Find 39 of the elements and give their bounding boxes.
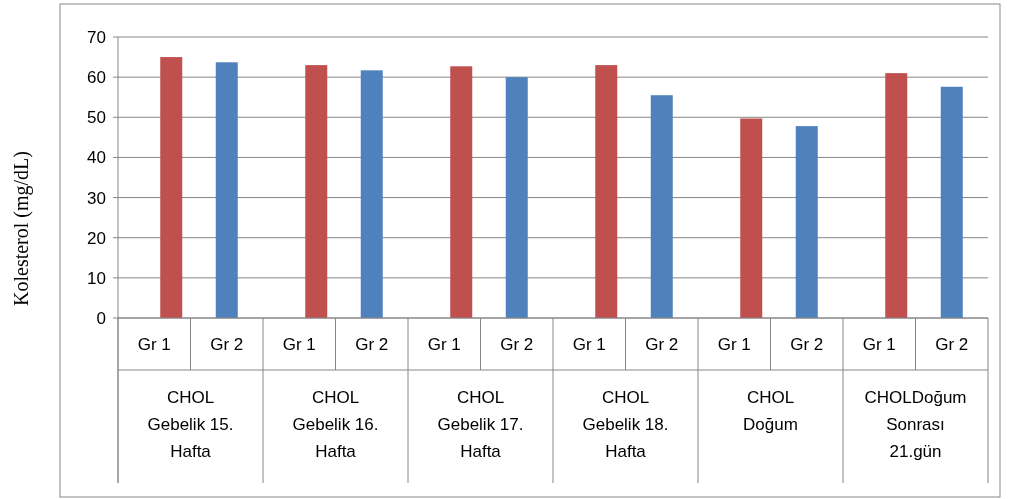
bar (215, 62, 238, 318)
series-label: Gr 1 (137, 334, 171, 354)
x-tick-label: CHOL Gebelik 18. Hafta (582, 388, 669, 461)
x-tick-label: CHOL Gebelik 17. Hafta (437, 388, 524, 461)
text: Gr 2 (790, 334, 824, 354)
bar (650, 95, 673, 318)
y-tick-label: 30 (87, 188, 106, 208)
y-tick-label: 50 (87, 108, 106, 128)
x-tick-label: CHOL Doğum (743, 388, 798, 434)
y-tick-label: 0 (96, 308, 106, 328)
bar (595, 65, 618, 318)
text: Gr 1 (282, 334, 316, 354)
y-tick-label: 70 (87, 27, 106, 47)
bar (360, 70, 383, 318)
x-tick-label: CHOL Gebelik 15. Hafta (147, 388, 234, 461)
bar (940, 86, 963, 318)
text: Gr 2 (935, 334, 969, 354)
y-tick-label: 60 (87, 68, 106, 88)
bar (305, 65, 328, 318)
text: Gr 1 (717, 334, 751, 354)
text: Gr 1 (427, 334, 461, 354)
y-tick-label: 40 (87, 148, 106, 168)
text: Gr 2 (210, 334, 244, 354)
bar (450, 66, 473, 318)
text: Gr 1 (572, 334, 606, 354)
x-tick-label: CHOLDoğum Sonrası 21.gün (864, 388, 967, 461)
text: Gr 2 (645, 334, 679, 354)
bar (160, 57, 183, 318)
bar (740, 118, 763, 318)
bar (505, 77, 528, 318)
bar (885, 73, 908, 318)
y-tick-label: 20 (87, 228, 106, 248)
x-tick-label: CHOL Gebelik 16. Hafta (292, 388, 379, 461)
bar (795, 126, 818, 318)
text: Gr 1 (862, 334, 896, 354)
y-axis-title: Kolesterol (mg/dL) (10, 151, 33, 306)
series-label: Gr 2 (355, 334, 389, 354)
y-tick-label: 10 (87, 268, 106, 288)
text: Gr 2 (500, 334, 534, 354)
